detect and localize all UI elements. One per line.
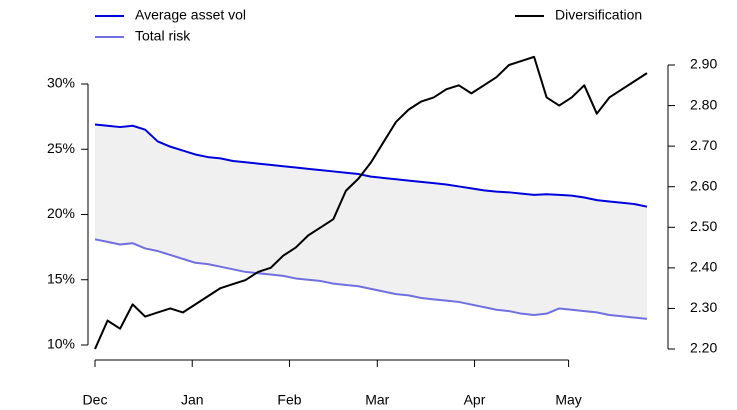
y2-tick-label: 2.20: [690, 340, 717, 356]
legend-label: Total risk: [135, 28, 191, 44]
y-tick-label: 15%: [47, 270, 75, 286]
series-line: [94, 55, 648, 350]
series-line: [94, 123, 648, 208]
y2-tick-label: 2.80: [690, 96, 717, 112]
y-tick-label: 25%: [47, 140, 75, 156]
y2-tick-label: 2.50: [690, 218, 717, 234]
y2-tick-label: 2.60: [690, 177, 717, 193]
y2-tick-label: 2.90: [690, 56, 717, 72]
x-tick-label: Jan: [181, 392, 204, 408]
x-tick-label: May: [555, 392, 581, 408]
x-tick-label: Mar: [365, 392, 389, 408]
y2-tick-label: 2.40: [690, 259, 717, 275]
series-line: [94, 238, 648, 320]
band-area: [95, 124, 647, 319]
x-tick-label: Feb: [277, 392, 301, 408]
legend-label: Average asset vol: [135, 7, 246, 23]
legend-label: Diversification: [555, 7, 642, 23]
y2-tick-label: 2.30: [690, 299, 717, 315]
x-tick-label: Dec: [83, 392, 108, 408]
y-tick-label: 30%: [47, 75, 75, 91]
y-tick-label: 20%: [47, 205, 75, 221]
y-tick-label: 10%: [47, 336, 75, 352]
x-tick-label: Apr: [464, 392, 486, 408]
y2-tick-label: 2.70: [690, 137, 717, 153]
